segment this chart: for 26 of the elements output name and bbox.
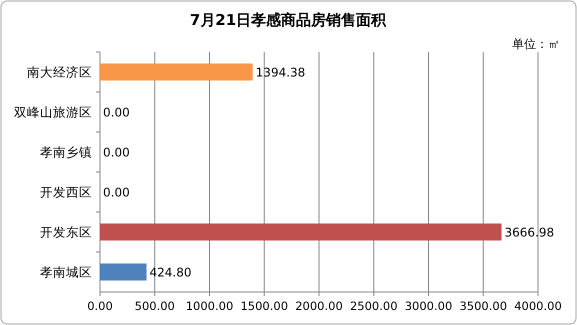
y-tick-label: 孝南乡镇	[40, 144, 92, 160]
text: 单位：㎡	[512, 37, 560, 51]
bar	[100, 264, 147, 280]
chart-title: 7月21日孝感商品房销售面积	[190, 11, 388, 29]
x-tick-label: 2500.00	[350, 299, 398, 313]
data-label: 0.00	[103, 146, 130, 160]
x-tick-label: 3000.00	[404, 299, 452, 313]
y-tick-label: 开发东区	[40, 224, 92, 240]
x-tick-label: 4000.00	[514, 299, 562, 313]
data-label: 1394.38	[256, 66, 306, 80]
data-label: 0.00	[103, 186, 130, 200]
y-tick-label: 孝南城区	[40, 264, 92, 280]
x-tick-label: 2000.00	[295, 299, 343, 313]
data-label: 0.00	[103, 106, 130, 120]
y-tick-label: 双峰山旅游区	[14, 104, 92, 120]
data-label: 424.80	[150, 266, 192, 280]
x-tick-label: 500.00	[134, 299, 175, 313]
y-tick-label: 开发西区	[40, 184, 92, 200]
x-tick-label: 1000.00	[186, 299, 234, 313]
y-tick-label: 南大经济区	[27, 64, 92, 80]
x-tick-label: 0.00	[87, 299, 113, 313]
x-tick-label: 3500.00	[459, 299, 508, 313]
bar	[100, 224, 502, 240]
bar	[100, 64, 253, 80]
data-label: 3666.98	[504, 226, 554, 240]
x-tick-label: 1500.00	[240, 299, 288, 313]
